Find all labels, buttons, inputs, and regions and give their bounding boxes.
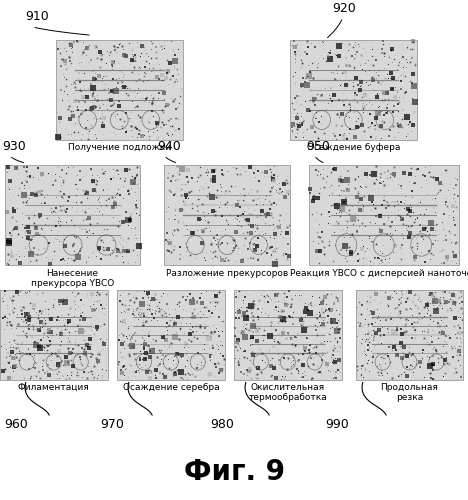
Text: Осаждение буфера: Осаждение буфера: [307, 142, 400, 152]
Text: 950: 950: [307, 140, 330, 152]
Text: Нанесение
прекурсора YBCO: Нанесение прекурсора YBCO: [31, 268, 114, 288]
Text: 930: 930: [2, 140, 26, 152]
Text: 990: 990: [325, 418, 349, 430]
Bar: [0, 290, 108, 380]
Bar: [290, 40, 417, 140]
Text: 910: 910: [26, 10, 50, 22]
Bar: [164, 165, 290, 265]
Bar: [309, 165, 459, 265]
Text: Разложение прекурсоров: Разложение прекурсоров: [166, 268, 288, 278]
Bar: [234, 290, 342, 380]
Text: Получение подложки: Получение подложки: [68, 142, 171, 152]
Text: 980: 980: [211, 418, 234, 430]
Text: Продольная
резка: Продольная резка: [380, 382, 439, 402]
Text: 960: 960: [5, 418, 29, 430]
Text: Реакция YBCO с дисперсией наноточек: Реакция YBCO с дисперсией наноточек: [290, 268, 468, 278]
Text: Фиг. 9: Фиг. 9: [183, 458, 285, 486]
Text: Осаждение серебра: Осаждение серебра: [123, 382, 219, 392]
Bar: [117, 290, 225, 380]
Text: Окислительная
термообработка: Окислительная термообработка: [249, 382, 327, 402]
Bar: [356, 290, 463, 380]
Text: 940: 940: [157, 140, 181, 152]
Text: Филаментация: Филаментация: [18, 382, 90, 392]
Text: 920: 920: [332, 2, 356, 15]
Bar: [56, 40, 183, 140]
Text: 970: 970: [101, 418, 124, 430]
Bar: [5, 165, 140, 265]
